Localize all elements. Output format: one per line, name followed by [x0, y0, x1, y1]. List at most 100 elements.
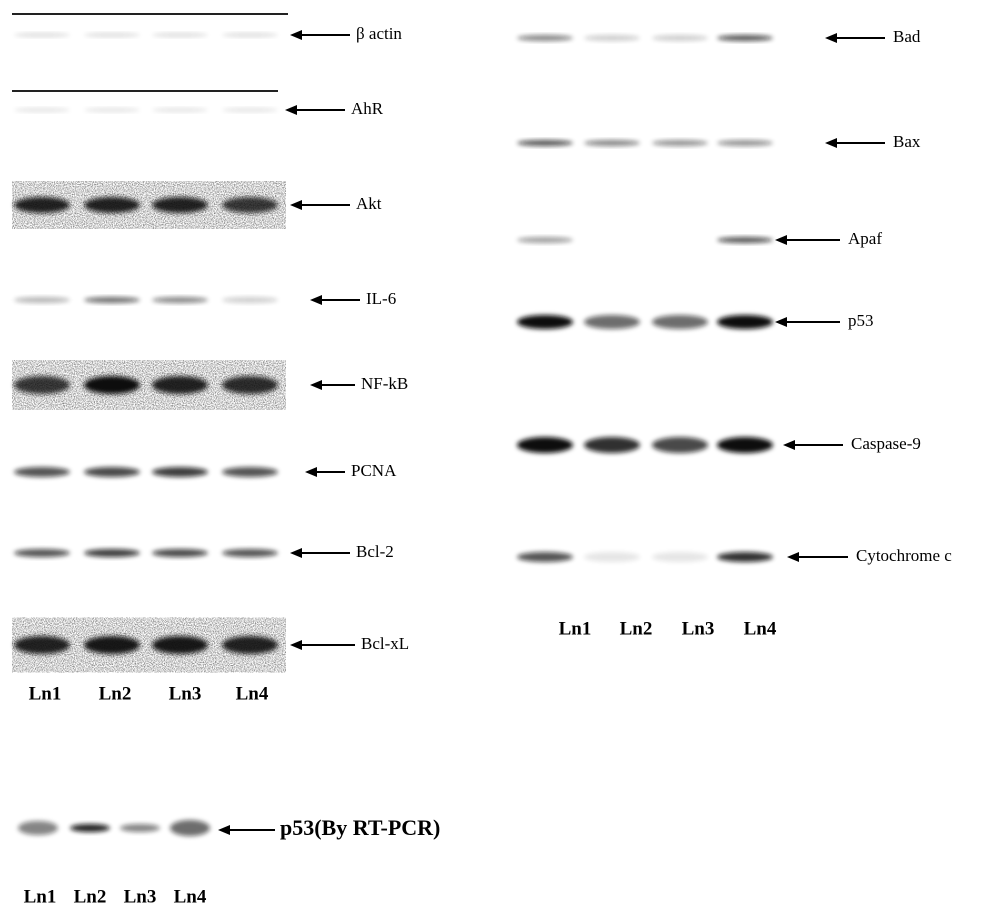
band: [84, 297, 140, 303]
band: [222, 376, 278, 394]
arrow-head: [290, 640, 302, 650]
band: [717, 437, 773, 453]
lane-label: Ln3: [124, 886, 157, 907]
band: [170, 820, 210, 836]
arrow-head: [310, 295, 322, 305]
band: [70, 824, 110, 832]
band: [152, 549, 208, 557]
protein-label: IL-6: [366, 289, 396, 308]
band: [152, 376, 208, 394]
band: [152, 33, 208, 37]
band: [717, 35, 773, 41]
lane-label: Ln2: [620, 618, 653, 639]
protein-label: Cytochrome c: [856, 546, 952, 565]
band: [14, 636, 70, 654]
arrow-head: [787, 552, 799, 562]
band: [14, 376, 70, 394]
band: [84, 108, 140, 112]
lane-label: Ln4: [744, 618, 777, 639]
band: [222, 297, 278, 303]
protein-label: Apaf: [848, 229, 882, 248]
protein-label: Bad: [893, 27, 921, 46]
arrow-head: [218, 825, 230, 835]
lane-label: Ln4: [174, 886, 207, 907]
band: [517, 315, 573, 329]
protein-label: PCNA: [351, 461, 397, 480]
protein-label: AhR: [351, 99, 384, 118]
band: [717, 315, 773, 329]
band: [517, 437, 573, 453]
arrow-head: [285, 105, 297, 115]
band: [584, 437, 640, 453]
band: [14, 467, 70, 477]
band: [152, 297, 208, 303]
band: [584, 35, 640, 41]
lane-label: Ln3: [169, 683, 202, 704]
band: [14, 108, 70, 112]
protein-label: Caspase-9: [851, 434, 921, 453]
protein-label: Bcl-xL: [361, 634, 409, 653]
protein-label: Akt: [356, 194, 382, 213]
band: [652, 140, 708, 146]
band: [717, 552, 773, 562]
band: [584, 552, 640, 562]
arrow-head: [290, 548, 302, 558]
band: [84, 33, 140, 37]
lane-label: Ln2: [99, 683, 132, 704]
band: [222, 108, 278, 112]
band: [14, 549, 70, 557]
arrow-head: [783, 440, 795, 450]
band: [717, 237, 773, 243]
band: [717, 140, 773, 146]
lane-label: Ln3: [682, 618, 715, 639]
arrow-head: [775, 235, 787, 245]
band: [84, 376, 140, 394]
arrow-head: [825, 138, 837, 148]
band: [517, 552, 573, 562]
lane-label: Ln2: [74, 886, 107, 907]
band: [152, 636, 208, 654]
band: [652, 315, 708, 329]
band: [84, 636, 140, 654]
band: [152, 197, 208, 213]
band: [517, 35, 573, 41]
arrow-head: [305, 467, 317, 477]
arrow-head: [825, 33, 837, 43]
band: [517, 237, 573, 243]
band: [120, 824, 160, 832]
band: [652, 437, 708, 453]
arrow-head: [290, 30, 302, 40]
lane-label: Ln1: [559, 618, 592, 639]
protein-label: Bax: [893, 132, 921, 151]
lane-label: Ln1: [29, 683, 62, 704]
arrow-head: [290, 200, 302, 210]
band: [18, 821, 58, 835]
band: [652, 35, 708, 41]
band: [517, 140, 573, 146]
band: [152, 108, 208, 112]
blot-figure: β actin AhR Akt IL-6 NF-kB PCNA Bcl-2 Bcl-xL Ln1…: [0, 0, 997, 912]
protein-label: Bcl-2: [356, 542, 394, 561]
band: [84, 467, 140, 477]
band: [14, 33, 70, 37]
arrow-head: [775, 317, 787, 327]
band: [584, 140, 640, 146]
band: [152, 467, 208, 477]
rt-pcr-label: p53(By RT-PCR): [280, 815, 440, 840]
band: [222, 197, 278, 213]
band: [14, 197, 70, 213]
band: [14, 297, 70, 303]
band: [84, 549, 140, 557]
protein-label: NF-kB: [361, 374, 408, 393]
protein-label: p53: [848, 311, 874, 330]
band: [84, 197, 140, 213]
band: [652, 552, 708, 562]
band: [222, 636, 278, 654]
protein-label: β actin: [356, 24, 402, 43]
band: [222, 33, 278, 37]
arrow-head: [310, 380, 322, 390]
lane-label: Ln4: [236, 683, 269, 704]
lane-label: Ln1: [24, 886, 57, 907]
band: [222, 549, 278, 557]
band: [584, 315, 640, 329]
